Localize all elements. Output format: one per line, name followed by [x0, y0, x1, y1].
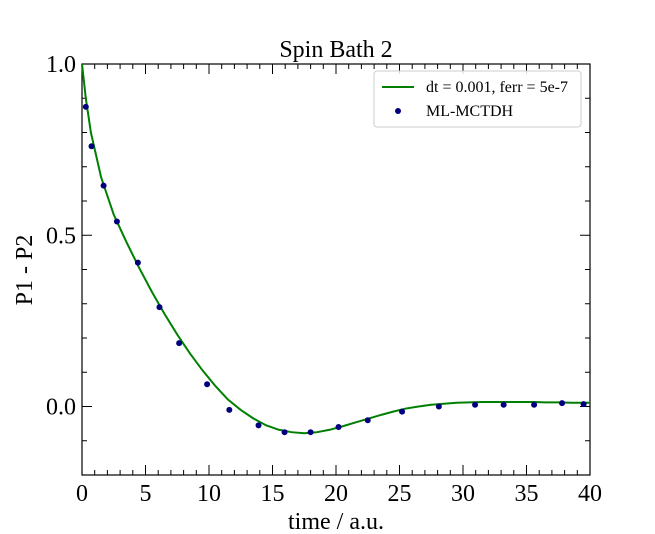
data-point	[335, 424, 342, 431]
chart-title: Spin Bath 2	[279, 37, 392, 63]
series-line	[81, 63, 590, 435]
series-layer	[81, 63, 590, 436]
data-point	[255, 422, 262, 429]
x-tick-label: 5	[140, 481, 152, 507]
legend: dt = 0.001, ferr = 5e-7 ML-MCTDH	[373, 70, 582, 128]
legend-entry-label: dt = 0.001, ferr = 5e-7	[426, 79, 568, 96]
legend-box	[373, 70, 582, 128]
data-point	[281, 429, 288, 436]
data-point	[226, 406, 233, 413]
data-point	[559, 400, 566, 407]
x-tick-label: 35	[515, 481, 539, 507]
y-ticks: 0.0 0.5 1.0	[46, 52, 590, 476]
data-point	[156, 304, 163, 311]
data-point	[399, 408, 406, 415]
data-point	[435, 403, 442, 410]
legend-entry-label: ML-MCTDH	[426, 103, 514, 120]
data-point	[580, 401, 587, 408]
x-tick-label: 40	[578, 481, 602, 507]
data-point	[500, 401, 507, 408]
data-point	[531, 401, 538, 408]
x-tick-label: 0	[76, 481, 88, 507]
data-point	[176, 340, 183, 347]
x-ticks: 0 5 10 15 20 25 30 35 40	[76, 64, 602, 507]
data-point	[134, 259, 141, 266]
data-point	[472, 401, 479, 408]
y-tick-label: 1.0	[46, 52, 76, 78]
data-point	[82, 103, 89, 110]
data-point	[364, 417, 371, 424]
data-point	[204, 381, 211, 388]
x-tick-label: 10	[197, 481, 221, 507]
y-tick-label: 0.0	[46, 395, 76, 421]
x-axis-label: time / a.u.	[288, 509, 384, 534]
data-point	[113, 218, 120, 225]
x-tick-label: 25	[388, 481, 412, 507]
x-tick-label: 30	[451, 481, 475, 507]
x-tick-label: 20	[324, 481, 348, 507]
data-point	[307, 429, 314, 436]
legend-marker-swatch	[395, 108, 401, 114]
x-tick-label: 15	[261, 481, 285, 507]
data-point	[100, 182, 107, 189]
y-tick-label: 0.5	[46, 223, 76, 249]
y-axis-label: P1 - P2	[12, 235, 38, 306]
data-point	[88, 143, 95, 150]
